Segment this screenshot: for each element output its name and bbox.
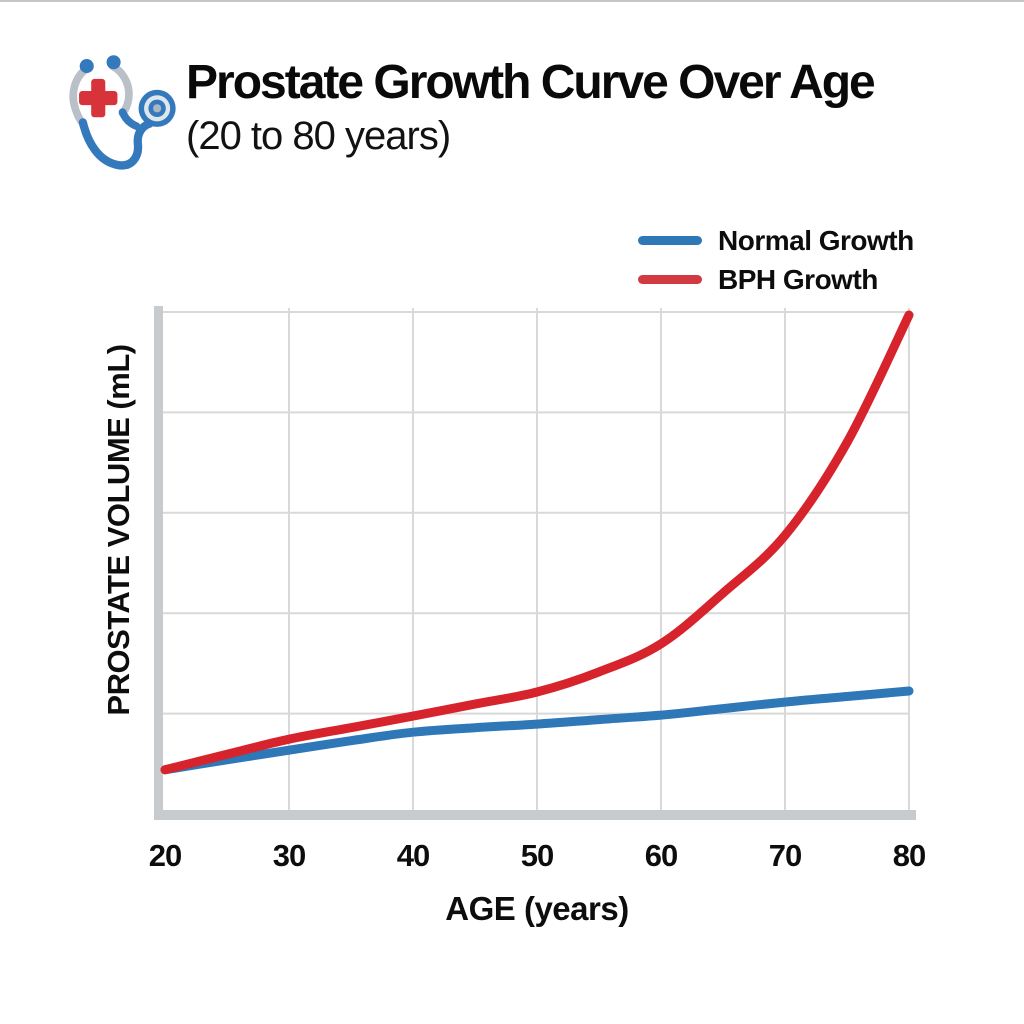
legend-item-normal-growth: Normal Growth xyxy=(638,221,914,260)
title-block: Prostate Growth Curve Over Age (20 to 80… xyxy=(186,58,966,159)
x-axis-title: AGE (years) xyxy=(445,890,629,927)
x-axis-tick-labels: 20 30 40 50 60 70 80 xyxy=(0,838,1024,878)
normal-growth-line-swatch xyxy=(638,236,702,245)
legend: Normal Growth BPH Growth xyxy=(638,221,914,299)
stethoscope-icon xyxy=(69,55,176,170)
bph-growth-line-swatch xyxy=(638,275,702,284)
page-title: Prostate Growth Curve Over Age xyxy=(186,56,876,109)
normal-growth-curve xyxy=(160,686,914,775)
x-tick-label-40: 40 xyxy=(396,838,430,873)
x-tick-label-50: 50 xyxy=(520,838,554,873)
page-subtitle: (20 to 80 years) xyxy=(186,113,451,158)
red-cross-icon xyxy=(79,78,118,118)
legend-item-bph-growth: BPH Growth xyxy=(638,260,914,299)
y-axis-line xyxy=(154,306,163,820)
stethoscope-earpiece-left xyxy=(79,59,94,74)
stethoscope-tube-junction xyxy=(118,108,141,131)
x-tick-label-80: 80 xyxy=(892,838,926,873)
y-axis-title: PROSTATE VOLUME (mL) xyxy=(101,344,136,716)
x-tick-label-20: 20 xyxy=(148,838,182,873)
stethoscope-ear-tube-right xyxy=(108,62,133,118)
legend-label: Normal Growth xyxy=(718,224,914,256)
x-tick-label-70: 70 xyxy=(768,838,802,873)
stethoscope-earpiece-right xyxy=(106,55,121,70)
stethoscope-chest-piece xyxy=(138,89,176,127)
x-tick-label-30: 30 xyxy=(272,838,306,873)
legend-label: BPH Growth xyxy=(718,263,878,295)
stethoscope-tube xyxy=(78,118,154,170)
x-axis-line xyxy=(154,810,916,820)
x-tick-label-60: 60 xyxy=(644,838,678,873)
bph-growth-curve xyxy=(160,310,914,775)
